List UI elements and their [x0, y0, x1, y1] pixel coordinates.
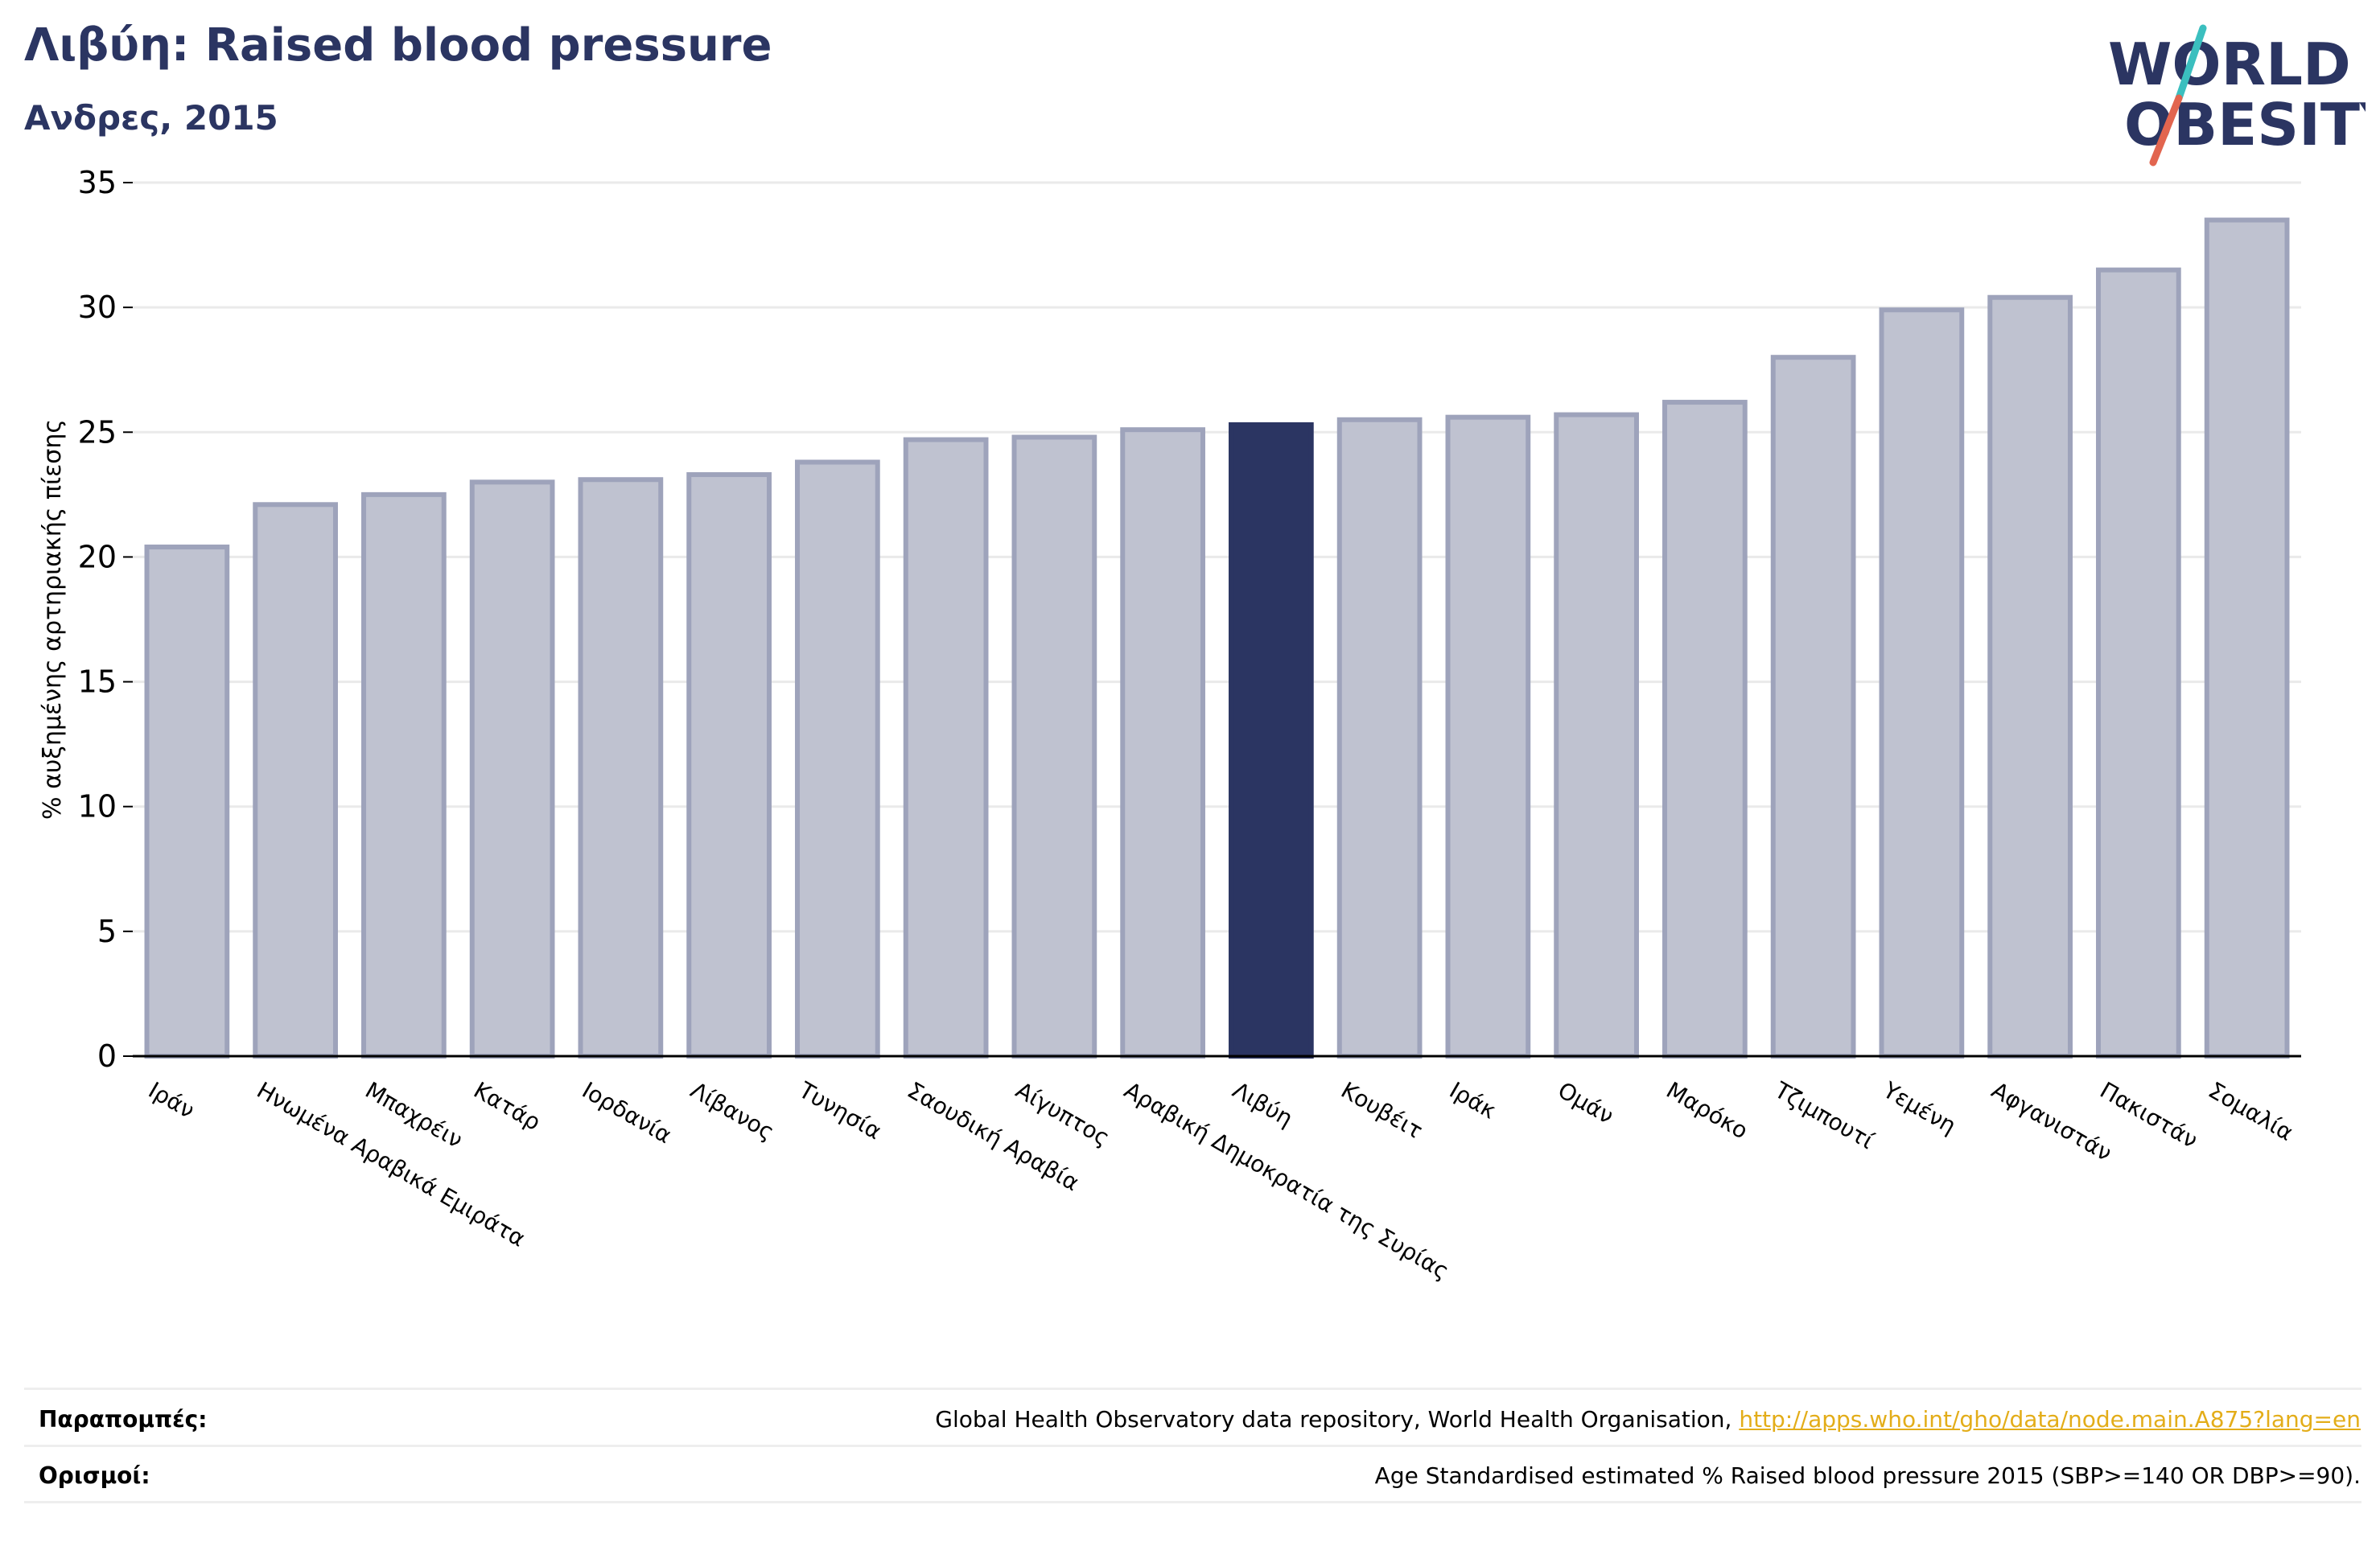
x-tick-label: Αφγανιστάν — [1987, 1076, 2117, 1166]
y-tick-label: 35 — [78, 165, 117, 200]
bar — [1879, 307, 1965, 1059]
logo-line1: WORLD — [2108, 31, 2351, 98]
bar — [1445, 414, 1531, 1059]
bar — [1662, 400, 1748, 1059]
references-label: Παραπομπές: — [39, 1406, 208, 1433]
x-tick-label: Κατάρ — [469, 1076, 545, 1136]
bar — [795, 459, 880, 1059]
footer-divider-middle — [24, 1445, 2361, 1447]
x-tick-label: Λίβανος — [686, 1076, 779, 1145]
definitions-text: Age Standardised estimated % Raised bloo… — [1374, 1462, 2361, 1489]
references-text: Global Health Observatory data repositor… — [935, 1406, 2361, 1433]
x-tick-label: Ομάν — [1554, 1076, 1619, 1129]
x-tick-label: Λιβύη — [1228, 1076, 1297, 1132]
y-tick-label: 15 — [78, 664, 117, 700]
bar — [1011, 434, 1097, 1059]
y-axis-ticks: 0 5 10 15 20 25 30 35 — [78, 165, 133, 1074]
bar-chart: 0 5 10 15 20 25 30 35 Ιράν Ηνωμένα Αραβικά Εμιρά… — [39, 165, 2301, 1285]
footer-divider-bottom — [24, 1501, 2361, 1503]
y-tick-label: 25 — [78, 414, 117, 450]
world-obesity-logo: WORLD OBESITY — [2108, 24, 2366, 167]
x-tick-label: Σομαλία — [2204, 1076, 2298, 1145]
bar — [253, 502, 338, 1059]
logo-slash-bottom — [2149, 94, 2183, 167]
bar — [1770, 355, 1856, 1059]
x-tick-label: Ιορδανία — [578, 1076, 676, 1149]
x-tick-label: Ιράκ — [1445, 1076, 1501, 1124]
bar-highlight — [1229, 421, 1314, 1059]
definitions-label: Ορισμοί: — [39, 1462, 150, 1489]
bar — [144, 545, 230, 1059]
y-tick-label: 5 — [97, 914, 117, 949]
page-subtitle: Ανδρες, 2015 — [24, 98, 278, 138]
x-tick-label: Τυνησία — [794, 1076, 887, 1145]
y-axis-label: % αυξημένης αρτηριακής πίεσης — [39, 419, 67, 820]
bar — [1336, 417, 1423, 1059]
x-tick-label: Υεμένη — [1878, 1076, 1961, 1139]
bar — [2204, 217, 2290, 1059]
references-link[interactable]: http://apps.who.int/gho/data/node.main.A… — [1739, 1406, 2361, 1433]
y-tick-label: 10 — [78, 789, 117, 824]
bar — [686, 472, 772, 1059]
logo-slash-top — [2175, 24, 2207, 102]
bar — [469, 479, 555, 1059]
bar — [903, 437, 989, 1059]
bar — [1554, 412, 1639, 1059]
x-tick-label: Ιράν — [144, 1076, 200, 1124]
bar — [2096, 267, 2181, 1059]
x-tick-label: Τζιμπουτί — [1769, 1076, 1879, 1154]
grid-layer — [133, 181, 2301, 1058]
x-tick-label: Κουβέιτ — [1336, 1076, 1427, 1144]
footer-divider-top — [24, 1388, 2361, 1390]
y-tick-label: 0 — [97, 1038, 117, 1074]
page-title: Λιβύη: Raised blood pressure — [24, 19, 772, 72]
y-tick-label: 20 — [78, 539, 117, 574]
bar — [578, 477, 664, 1059]
bar — [361, 491, 447, 1059]
bar — [1987, 294, 2073, 1059]
bars — [144, 217, 2290, 1059]
y-tick-label: 30 — [78, 290, 117, 325]
bar — [1120, 427, 1205, 1059]
x-tick-label: Μαρόκο — [1661, 1076, 1752, 1144]
references-source: Global Health Observatory data repositor… — [935, 1406, 1740, 1433]
